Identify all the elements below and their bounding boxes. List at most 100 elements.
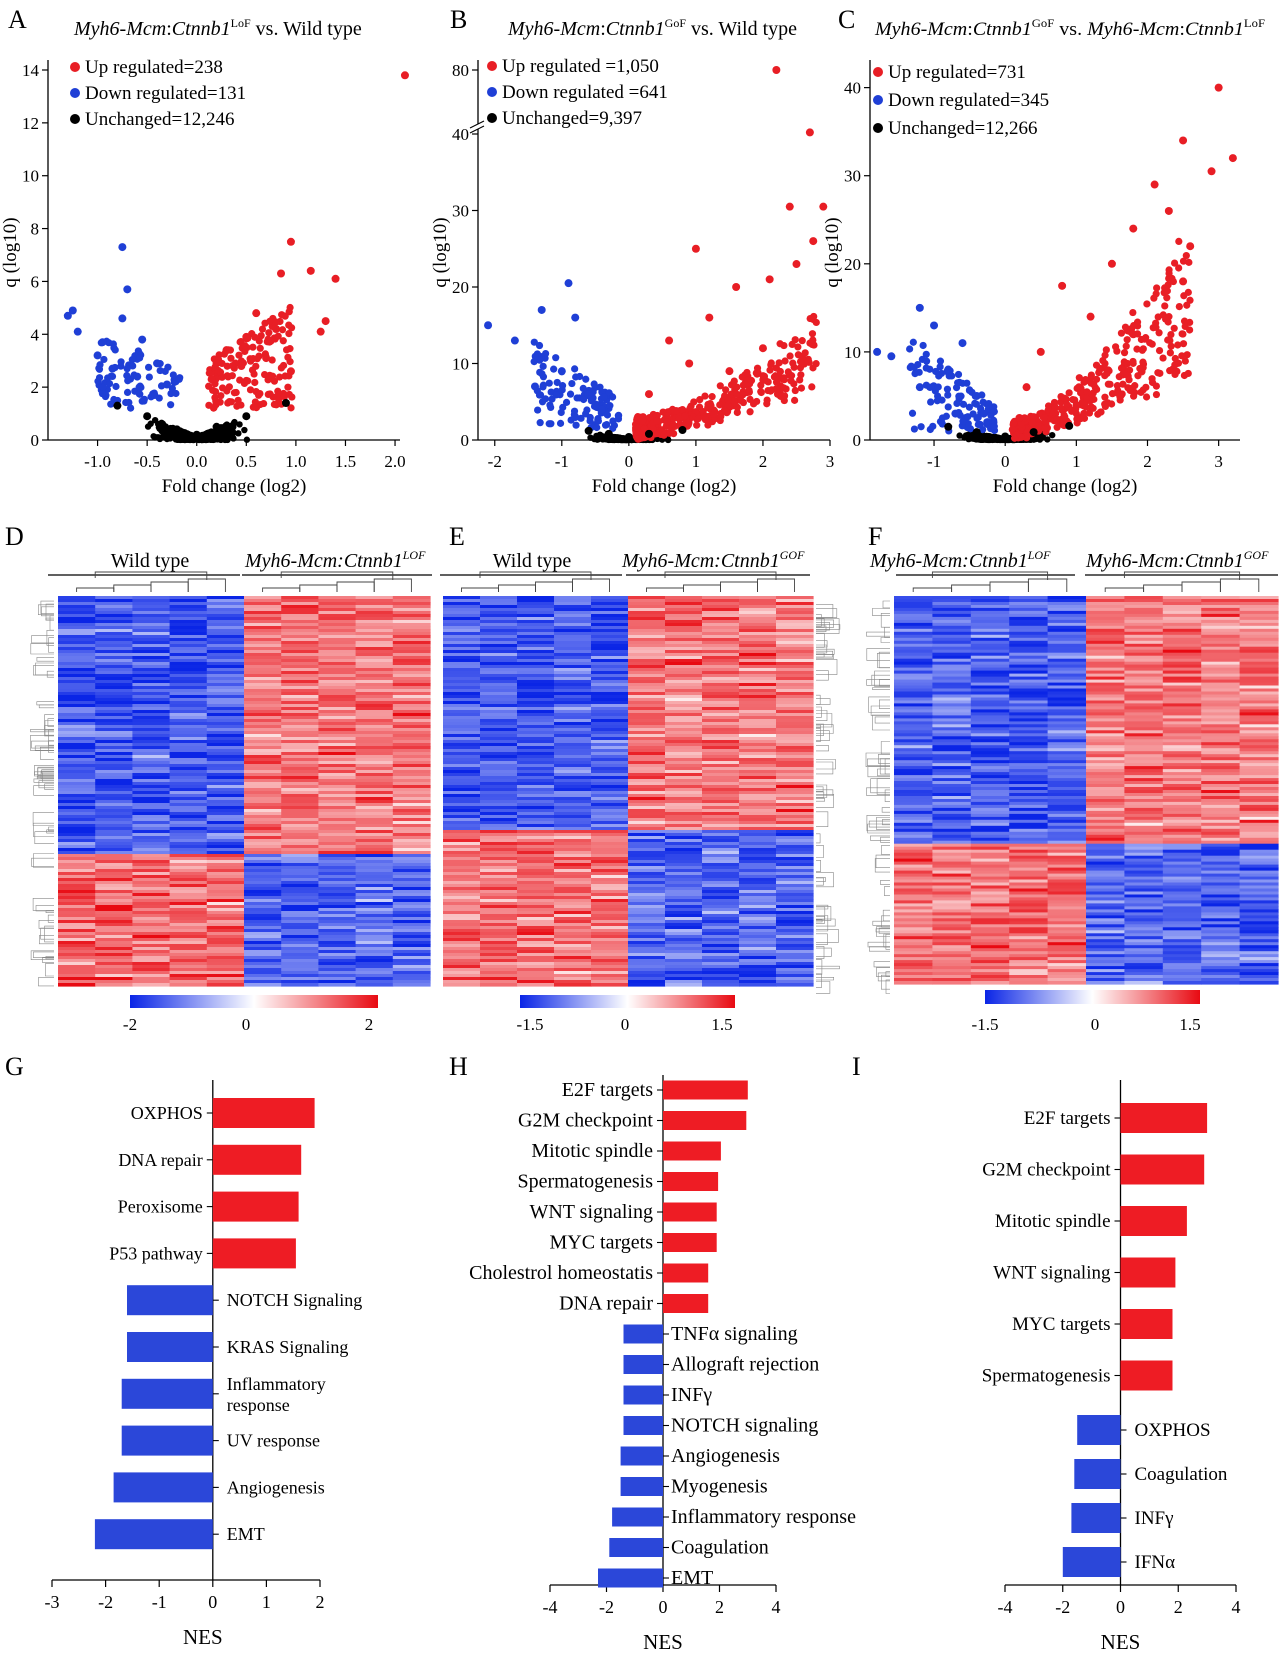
up-regulated-point bbox=[1180, 371, 1189, 380]
unchanged-point bbox=[172, 425, 181, 434]
up-regulated-point bbox=[789, 359, 797, 367]
dendrogram-branch bbox=[33, 785, 54, 796]
up-regulated-point bbox=[241, 347, 249, 356]
down-regulated-point bbox=[906, 345, 914, 353]
up-regulated-point bbox=[1228, 154, 1237, 163]
heatmap-f-right-group: Myh6-Mcm:Ctnnb1GOF bbox=[1085, 548, 1269, 572]
up-regulated-point bbox=[1101, 400, 1109, 408]
up-regulated-point bbox=[757, 381, 765, 389]
up-regulated-point bbox=[1142, 393, 1151, 401]
up-regulated-point bbox=[672, 407, 681, 415]
down-regulated-point bbox=[572, 421, 580, 429]
down-regulated-point bbox=[989, 408, 998, 416]
up-regulated-point bbox=[223, 362, 231, 370]
xtick-label: 3 bbox=[826, 452, 835, 471]
dendrogram-branch bbox=[31, 857, 54, 867]
down-regulated-point bbox=[584, 390, 593, 399]
panel-letter-h: H bbox=[449, 1052, 468, 1081]
up-regulated-point bbox=[1106, 380, 1114, 388]
up-regulated-point bbox=[251, 398, 259, 406]
down-regulated-point bbox=[537, 305, 546, 314]
up-regulated-point bbox=[1164, 336, 1172, 344]
dendrogram-branch bbox=[38, 920, 54, 929]
up-regulated-point bbox=[765, 275, 774, 284]
panel-letter-c: C bbox=[838, 5, 855, 34]
down-regulated-point bbox=[944, 403, 952, 411]
up-regulated-point bbox=[1207, 167, 1216, 176]
up-regulated-point bbox=[801, 349, 809, 357]
down-regulated-point bbox=[128, 356, 136, 364]
heatmap-cell bbox=[169, 983, 208, 987]
legend-marker bbox=[487, 61, 497, 71]
y-axis-label: q (log10) bbox=[822, 217, 843, 287]
dendrogram-branch bbox=[36, 701, 54, 706]
up-regulated-point bbox=[1113, 347, 1121, 355]
dendrogram-branch bbox=[30, 729, 54, 733]
up-regulated-point bbox=[766, 366, 774, 374]
down-regulated-point bbox=[919, 341, 927, 350]
heatmap-d-right-group: Myh6-Mcm:Ctnnb1LOF bbox=[244, 548, 426, 572]
dendrogram-branch bbox=[40, 927, 54, 940]
up-regulated-point bbox=[1089, 404, 1097, 412]
up-regulated-point bbox=[1057, 392, 1065, 401]
down-regulated-point bbox=[873, 347, 882, 356]
up-regulated-point bbox=[227, 354, 235, 362]
up-regulated-point bbox=[781, 357, 789, 365]
up-regulated-point bbox=[678, 405, 687, 414]
up-regulated-point bbox=[1171, 354, 1179, 363]
up-regulated-point bbox=[279, 337, 287, 345]
up-regulated-point bbox=[1152, 390, 1161, 399]
ytick-label: 12 bbox=[22, 114, 39, 133]
up-regulated-point bbox=[1141, 335, 1149, 343]
up-regulated-point bbox=[1063, 400, 1071, 409]
dendrogram-branch bbox=[38, 704, 54, 709]
heatmap-cell bbox=[318, 983, 357, 987]
up-regulated-point bbox=[796, 376, 804, 384]
unchanged-point bbox=[281, 399, 290, 407]
volcano-b-points bbox=[484, 66, 828, 444]
up-regulated-point bbox=[691, 244, 700, 253]
down-regulated-point bbox=[175, 375, 183, 383]
down-regulated-point bbox=[557, 408, 565, 417]
up-regulated-point bbox=[331, 274, 340, 283]
down-regulated-point bbox=[598, 405, 607, 414]
y-axis-label: q (log10) bbox=[0, 217, 21, 287]
dendrogram-branch bbox=[32, 812, 54, 826]
up-regulated-point bbox=[222, 346, 231, 355]
legend-marker bbox=[70, 114, 80, 124]
up-regulated-point bbox=[808, 330, 817, 338]
ytick-label: 0 bbox=[461, 431, 470, 450]
down-regulated-point bbox=[910, 425, 919, 433]
up-regulated-point bbox=[1050, 408, 1058, 416]
up-regulated-point bbox=[1175, 302, 1183, 311]
down-regulated-point bbox=[95, 374, 104, 382]
down-regulated-point bbox=[922, 364, 930, 372]
heatmap-d-header: Wild type Myh6-Mcm:Ctnnb1LOF bbox=[48, 548, 432, 576]
up-regulated-point bbox=[1164, 206, 1173, 215]
up-regulated-point bbox=[1061, 413, 1069, 421]
down-regulated-point bbox=[586, 413, 594, 422]
up-regulated-point bbox=[780, 392, 789, 400]
x-axis-label: Fold change (log2) bbox=[162, 476, 307, 497]
up-regulated-point bbox=[1156, 369, 1164, 377]
up-regulated-point bbox=[237, 362, 246, 370]
down-regulated-point bbox=[911, 370, 919, 378]
panel-letter-d: D bbox=[5, 522, 24, 551]
up-regulated-point bbox=[277, 269, 286, 278]
down-regulated-point bbox=[922, 357, 931, 365]
down-regulated-point bbox=[553, 378, 561, 387]
up-regulated-point bbox=[274, 390, 283, 398]
down-regulated-point bbox=[552, 354, 560, 362]
down-regulated-point bbox=[954, 379, 962, 387]
down-regulated-point bbox=[530, 338, 538, 346]
up-regulated-point bbox=[1148, 378, 1157, 387]
down-regulated-point bbox=[562, 398, 571, 406]
down-regulated-point bbox=[93, 351, 102, 360]
down-regulated-point bbox=[110, 344, 118, 352]
up-regulated-point bbox=[746, 408, 754, 416]
panel-b-title: Myh6-Mcm:Ctnnb1GoF vs. Wild type bbox=[507, 16, 797, 40]
up-regulated-point bbox=[1150, 180, 1159, 189]
